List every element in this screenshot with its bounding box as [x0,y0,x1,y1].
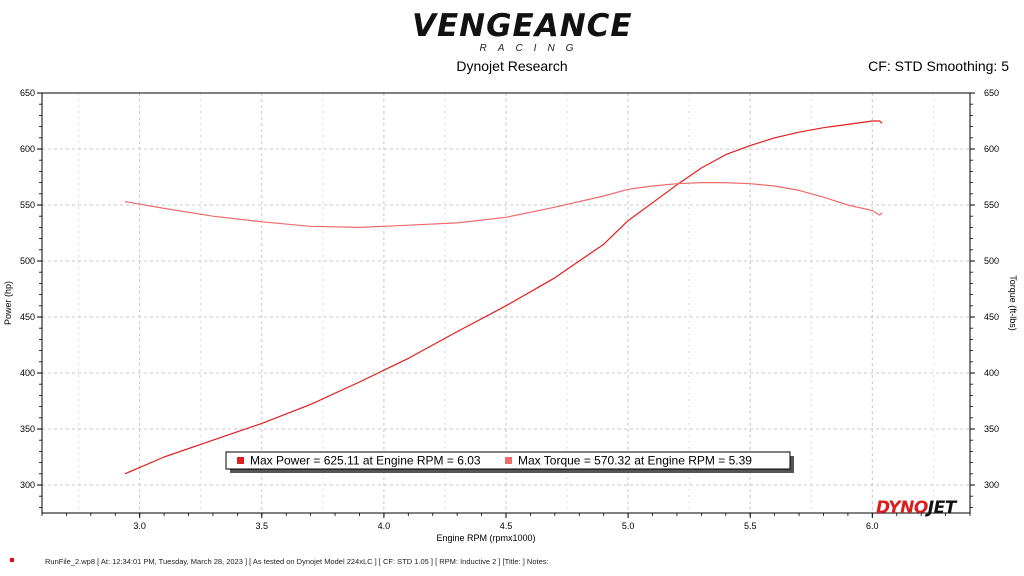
vengeance-racing-logo: VENGEANCE RACING [412,8,633,54]
y-left-tick-label: 500 [20,256,35,266]
y-left-tick-label: 550 [20,200,35,210]
y-axis-label-left: Power (hp) [3,281,13,325]
y-left-tick-label: 650 [20,88,35,98]
x-axis-label: Engine RPM (rpmx1000) [436,533,535,543]
x-tick-label: 3.0 [133,521,146,531]
y-right-tick-label: 600 [984,144,999,154]
y-right-tick-label: 550 [984,200,999,210]
x-tick-label: 4.0 [378,521,391,531]
x-tick-label: 5.5 [744,521,757,531]
legend: Max Power = 625.11 at Engine RPM = 6.03 M… [225,451,791,470]
y-right-tick-label: 650 [984,88,999,98]
footer-run-marker [10,558,14,562]
dynojet-logo: DYNOJET [876,498,956,518]
torque-line [124,182,883,228]
x-tick-label: 4.5 [500,521,513,531]
run-info-footer: RunFile_2.wp8 [ At: 12:34:01 PM, Tuesday… [45,557,549,566]
plot-border [41,92,971,514]
y-left-tick-label: 600 [20,144,35,154]
legend-label: Max Power = 625.11 at Engine RPM = 6.03 [250,454,481,468]
chart-source-label: Dynojet Research [456,58,568,74]
y-right-tick-label: 500 [984,256,999,266]
logo-subtitle: RACING [479,43,585,54]
legend-swatch [237,457,244,464]
x-tick-label: 3.5 [256,521,269,531]
y-left-tick-label: 300 [20,480,35,490]
legend-label: Max Torque = 570.32 at Engine RPM = 5.39 [518,454,752,468]
y-left-tick-label: 350 [20,424,35,434]
x-tick-label: 6.0 [866,521,879,531]
y-left-tick-label: 450 [20,312,35,322]
legend-swatch [505,457,512,464]
y-left-tick-label: 400 [20,368,35,378]
logo-wordmark: VENGEANCE [412,8,633,44]
x-tick-label: 5.0 [622,521,635,531]
y-right-tick-label: 400 [984,368,999,378]
y-axis-label-right: Torque (ft-lbs) [1008,275,1018,331]
y-right-tick-label: 350 [984,424,999,434]
y-right-tick-label: 300 [984,480,999,490]
correction-factor-info: CF: STD Smoothing: 5 [868,58,1009,74]
power-line [124,120,883,475]
y-right-tick-label: 450 [984,312,999,322]
